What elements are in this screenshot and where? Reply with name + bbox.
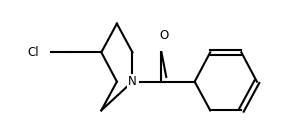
Text: Cl: Cl (28, 46, 39, 59)
Text: N: N (128, 75, 137, 88)
Text: O: O (159, 29, 168, 42)
